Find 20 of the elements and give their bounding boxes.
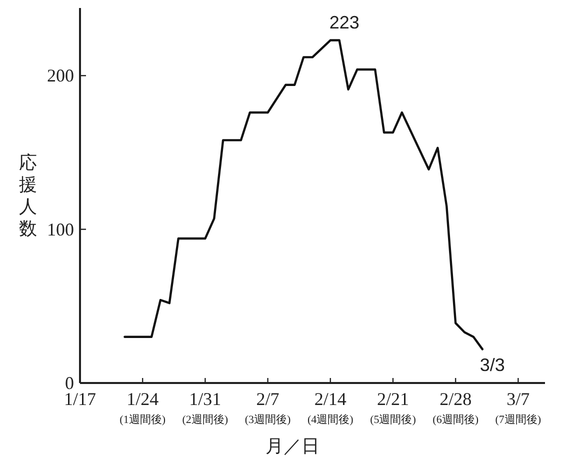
text: (1週間後) <box>120 414 166 426</box>
x-tick-label: 1/24 <box>126 389 159 409</box>
y-tick-label: 200 <box>47 66 74 86</box>
annotation: 223 <box>329 12 360 32</box>
text: (5週間後) <box>370 414 416 426</box>
y-axis-title: 応援人数 <box>19 152 37 238</box>
x-tick-label: 2/21 <box>376 389 409 409</box>
x-tick-label: 2/28 <box>440 389 472 409</box>
text: (4週間後) <box>307 414 354 426</box>
annotation: 3/3 <box>480 355 505 376</box>
text: (7週間後) <box>495 414 542 426</box>
x-axis-title: 月／日 <box>266 436 320 456</box>
text: (2週間後) <box>182 414 228 426</box>
text: (6週間後) <box>432 414 479 426</box>
x-tick-label: 2/14 <box>314 389 346 409</box>
y-tick-label: 100 <box>47 219 74 240</box>
text: (3週間後) <box>244 414 292 426</box>
x-tick-label: 2/7 <box>256 389 280 409</box>
x-tick-label: 1/31 <box>189 389 222 409</box>
x-tick-label: 3/7 <box>506 389 530 409</box>
